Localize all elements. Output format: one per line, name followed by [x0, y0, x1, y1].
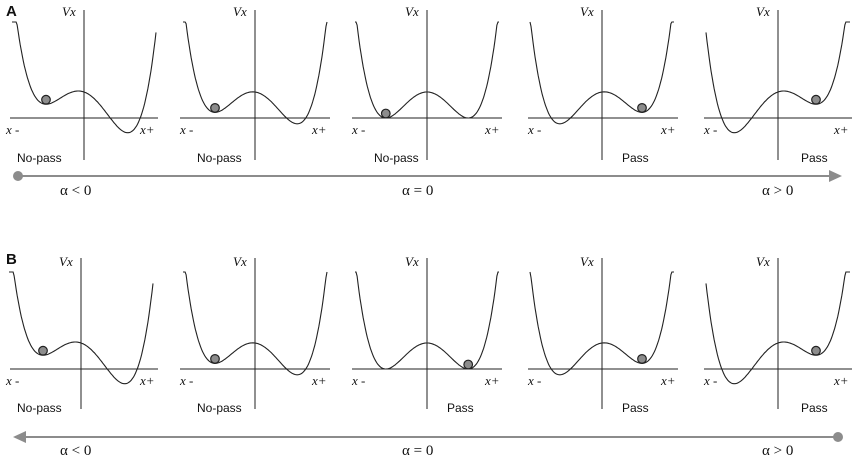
potential-curve [705, 21, 850, 134]
panel-a-5: Vx x - x+ Pass [703, 4, 852, 165]
potential-curve [12, 21, 157, 134]
outcome-label: No-pass [197, 401, 242, 415]
arrow-origin-dot [13, 171, 23, 181]
row-b: B Vx x - x+ No-pass Vx x - x+ No-pass [5, 251, 852, 457]
alpha-zero-label: α = 0 [402, 443, 433, 457]
potential-curve [183, 21, 328, 125]
x-minus-label: x - [527, 373, 541, 388]
x-plus-label: x+ [311, 373, 327, 388]
x-plus-label: x+ [660, 122, 676, 137]
y-axis-label: Vx [580, 4, 594, 19]
ball-marker [463, 359, 474, 370]
x-plus-label: x+ [311, 122, 327, 137]
alpha-arrow-b: α < 0 α = 0 α > 0 [13, 431, 843, 457]
x-plus-label: x+ [833, 373, 849, 388]
panel-letter-b: B [6, 251, 17, 268]
panel-b-1: Vx x - x+ No-pass [5, 254, 158, 415]
alpha-positive-label: α > 0 [762, 443, 793, 457]
potential-curve [355, 21, 499, 119]
potential-curve [9, 271, 154, 385]
ball-marker [38, 345, 48, 356]
x-minus-label: x - [179, 122, 193, 137]
x-minus-label: x - [351, 373, 365, 388]
alpha-arrow-a: α < 0 α = 0 α > 0 [13, 170, 842, 199]
x-minus-label: x - [527, 122, 541, 137]
panel-b-4: Vx x - x+ Pass [527, 254, 678, 415]
y-axis-label: Vx [756, 254, 770, 269]
panel-a-2: Vx x - x+ No-pass [179, 4, 330, 165]
outcome-label: No-pass [197, 151, 242, 165]
y-axis-label: Vx [59, 254, 73, 269]
panel-a-4: Vx x - x+ Pass [527, 4, 678, 165]
panel-b-3: Vx x - x+ Pass [351, 254, 502, 415]
outcome-label: Pass [801, 401, 828, 415]
alpha-zero-label: α = 0 [402, 183, 433, 199]
y-axis-label: Vx [405, 254, 419, 269]
ball-marker [637, 354, 647, 364]
x-plus-label: x+ [484, 373, 500, 388]
x-minus-label: x - [703, 373, 717, 388]
y-axis-label: Vx [756, 4, 770, 19]
x-plus-label: x+ [139, 122, 155, 137]
outcome-label: Pass [447, 401, 474, 415]
panel-a-3: Vx x - x+ No-pass [351, 4, 502, 165]
alpha-negative-label: α < 0 [60, 443, 91, 457]
x-plus-label: x+ [139, 373, 155, 388]
outcome-label: Pass [801, 151, 828, 165]
outcome-label: Pass [622, 151, 649, 165]
arrow-origin-dot [833, 432, 843, 442]
alpha-positive-label: α > 0 [762, 183, 793, 199]
panel-b-2: Vx x - x+ No-pass [179, 254, 330, 415]
ball-marker [380, 108, 391, 119]
x-plus-label: x+ [660, 373, 676, 388]
x-plus-label: x+ [484, 122, 500, 137]
y-axis-label: Vx [233, 4, 247, 19]
potential-curve [183, 271, 328, 376]
ball-marker [210, 354, 220, 364]
outcome-label: Pass [622, 401, 649, 415]
x-plus-label: x+ [833, 122, 849, 137]
panel-letter-a: A [6, 3, 17, 20]
potential-curve [529, 21, 674, 125]
y-axis-label: Vx [580, 254, 594, 269]
outcome-label: No-pass [17, 151, 62, 165]
potential-curve [355, 271, 499, 370]
potential-curve [705, 271, 850, 385]
arrow-head [13, 431, 26, 443]
row-a: A Vx x - x+ No-pass Vx x - x+ No-pass [5, 3, 852, 199]
ball-marker [811, 345, 821, 356]
ball-marker [41, 94, 51, 105]
outcome-label: No-pass [17, 401, 62, 415]
y-axis-label: Vx [405, 4, 419, 19]
ball-marker [637, 102, 647, 113]
x-minus-label: x - [179, 373, 193, 388]
x-minus-label: x - [5, 122, 19, 137]
y-axis-label: Vx [62, 4, 76, 19]
x-minus-label: x - [351, 122, 365, 137]
ball-marker [811, 94, 821, 105]
potential-curve [529, 271, 674, 376]
x-minus-label: x - [703, 122, 717, 137]
y-axis-label: Vx [233, 254, 247, 269]
outcome-label: No-pass [374, 151, 419, 165]
x-minus-label: x - [5, 373, 19, 388]
alpha-negative-label: α < 0 [60, 183, 91, 199]
panel-a-1: Vx x - x+ No-pass [5, 4, 158, 165]
arrow-head [829, 170, 842, 182]
panel-b-5: Vx x - x+ Pass [703, 254, 852, 415]
ball-marker [210, 102, 220, 113]
